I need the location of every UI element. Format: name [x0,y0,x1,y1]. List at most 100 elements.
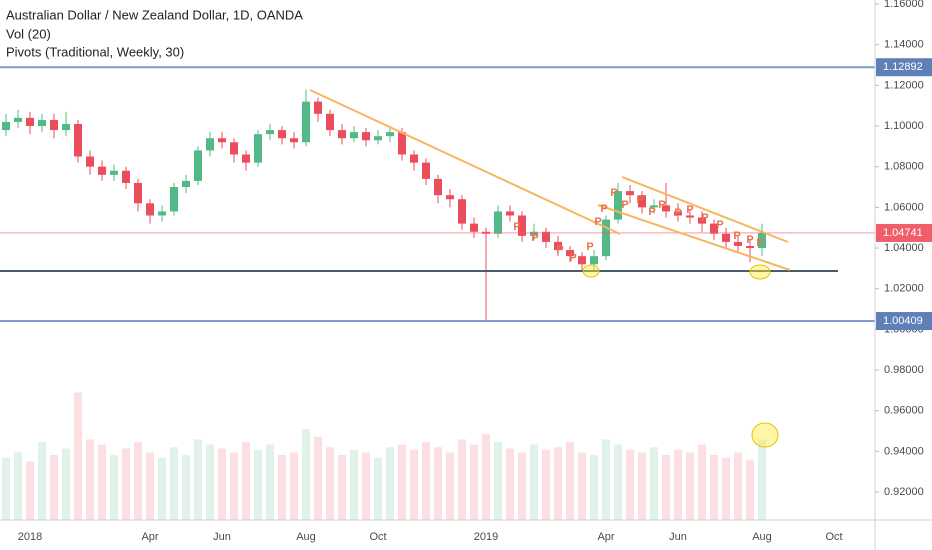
candle-body [710,223,718,234]
x-tick-label: Aug [752,531,772,543]
pivot-marker: P [569,252,576,264]
chart-title: Australian Dollar / New Zealand Dollar, … [6,7,303,22]
candle-body [254,134,262,163]
candle-body [506,211,514,216]
candle-body [26,117,34,127]
candle-body [290,138,298,143]
price-axis: 0.920000.940000.960000.980001.000001.020… [875,0,932,498]
candle-body [50,119,58,131]
volume-bar [278,455,286,520]
volume-bar [86,439,94,520]
pivot-marker: P [746,234,753,246]
volume-bar [674,449,682,520]
trend-line [621,176,789,243]
volume-bar [194,439,202,520]
x-tick-label: Apr [597,531,614,543]
pivot-marker: P [586,241,593,253]
volume-bar [50,455,58,520]
candle-body [38,119,46,127]
volume-bar [98,444,106,520]
candle-body [62,123,70,131]
pivot-marker: P [733,230,740,242]
volume-bar [362,452,370,520]
candle-body [698,217,706,224]
candle-body [686,215,694,218]
candle-body [590,256,598,265]
indicator-label: Pivots (Traditional, Weekly, 30) [6,44,184,59]
candle-body [662,205,670,212]
trend-line [309,89,621,235]
candle-body [566,250,574,257]
y-tick-label: 0.92000 [884,486,924,498]
volume-bar [62,448,70,520]
x-tick-label: Aug [296,531,316,543]
indicator-label: Vol (20) [6,26,51,41]
highlight [749,264,771,280]
volume-bar [14,452,22,520]
volume-bar [134,442,142,520]
volume-bar [290,452,298,520]
volume-bar [530,444,538,520]
candle-body [614,191,622,220]
pivot-marker: P [621,199,628,211]
volume-bar [506,448,514,520]
candle-body [278,130,286,139]
volume-bar [482,434,490,520]
candle-body [626,191,634,196]
volume-bar [398,444,406,520]
volume-bar [758,439,766,520]
volume-bar [698,444,706,520]
candle-body [386,132,394,137]
candle-body [218,138,226,143]
volume-bar [494,442,502,520]
candle-body [470,223,478,232]
candle-body [650,205,658,208]
pivot-marker: P [600,203,607,215]
candle-body [746,245,754,249]
pivot-marker: P [610,187,617,199]
volume-bar [602,439,610,520]
volume-bar [386,447,394,520]
candle-body [314,101,322,114]
y-tick-label: 0.96000 [884,405,924,417]
plot-area [0,66,875,520]
pivot-marker: P [648,206,655,218]
volume-bar [182,455,190,520]
x-tick-label: 2019 [474,531,498,543]
x-tick-label: Oct [369,531,386,543]
candle-body [434,178,442,196]
candle-body [458,199,466,224]
candle-body [134,182,142,204]
volume-bar [122,448,130,520]
volume-bar [338,455,346,520]
volume-bar [434,447,442,520]
volume-bar [146,452,154,520]
candle-body [722,233,730,242]
candle-body [374,136,382,141]
y-tick-label: 0.98000 [884,364,924,376]
volume-bar [218,448,226,520]
pivot-marker: P [636,194,643,206]
candle-body [230,142,238,155]
volume-bar [74,392,82,520]
volume-bar [374,457,382,520]
volume-bar [746,460,754,520]
x-tick-label: Jun [669,531,687,543]
volume-bar [266,444,274,520]
volume-bar [314,436,322,520]
y-tick-label: 0.94000 [884,445,924,457]
candle-body [758,232,766,249]
volume-bar [2,457,10,520]
volume-bar [518,452,526,520]
candle-body [338,130,346,139]
volume-bar [206,444,214,520]
candle-body [350,132,358,139]
candle-body [674,211,682,216]
candle-body [554,241,562,251]
candle-body [518,215,526,236]
volume-bar [686,452,694,520]
y-tick-label: 1.08000 [884,161,924,173]
y-tick-label: 1.14000 [884,39,924,51]
candle-body [170,187,178,212]
pivot-marker: P [674,207,681,219]
